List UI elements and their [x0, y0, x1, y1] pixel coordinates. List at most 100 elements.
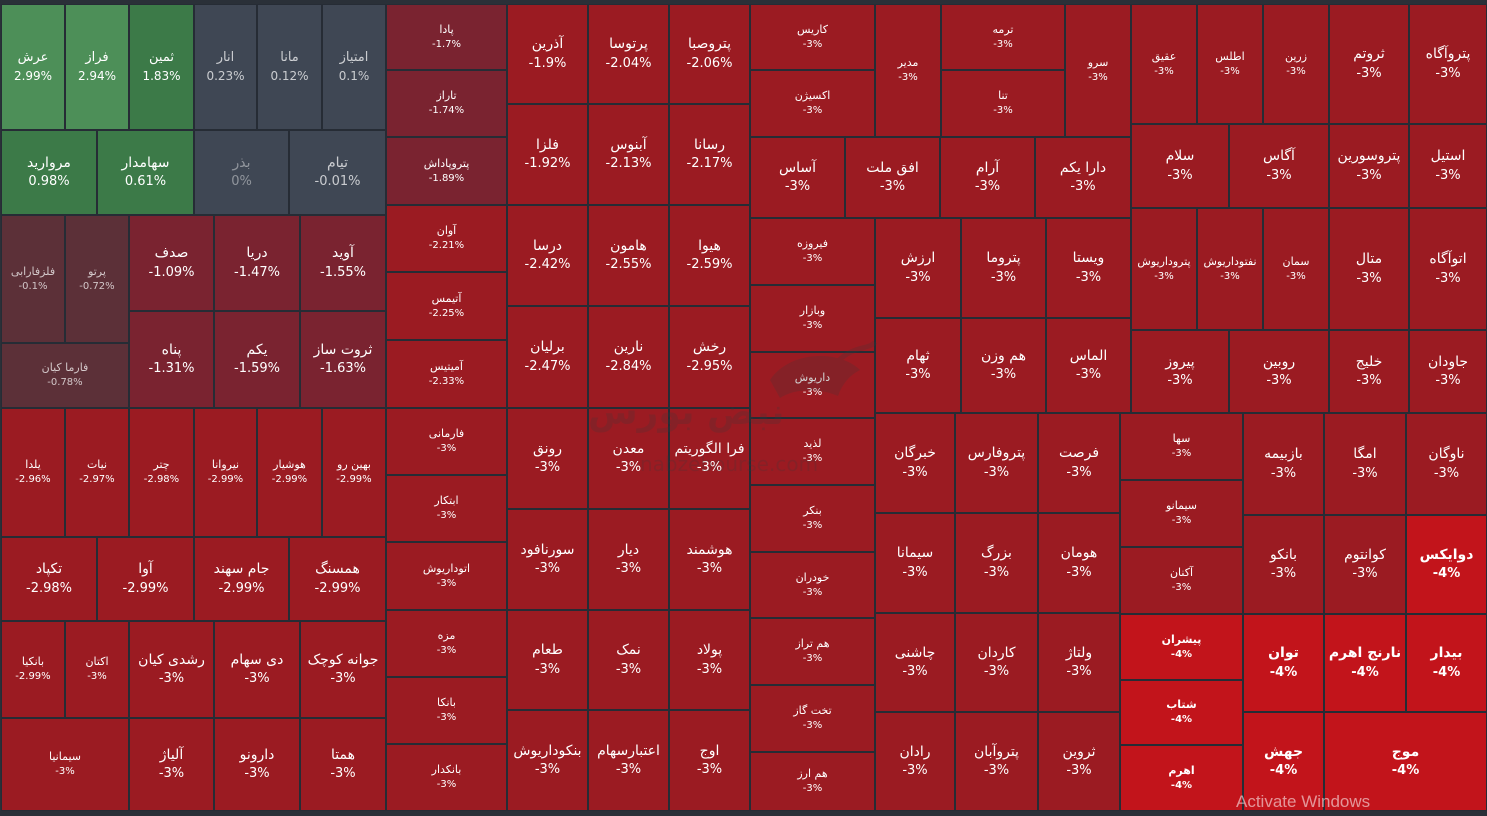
treemap-tile[interactable]: اتوآگاه -3% [1409, 208, 1487, 330]
treemap-tile[interactable]: چاشنی -3% [875, 613, 955, 712]
treemap-tile[interactable]: چتر -2.98% [129, 408, 194, 537]
treemap-tile[interactable]: پتروپاداش -1.89% [386, 137, 507, 205]
treemap-tile[interactable]: استیل -3% [1409, 124, 1487, 208]
treemap-tile[interactable]: اکتان -3% [65, 621, 129, 718]
treemap-tile[interactable]: رادان -3% [875, 712, 955, 811]
treemap-tile[interactable]: هیوا -2.59% [669, 205, 750, 306]
treemap-tile[interactable]: فرصت -3% [1038, 413, 1120, 513]
treemap-tile[interactable]: پتروصبا -2.06% [669, 4, 750, 104]
treemap-tile[interactable]: جهش -4% [1243, 712, 1324, 811]
treemap-tile[interactable]: وبازار -3% [750, 285, 875, 352]
treemap-tile[interactable]: افق ملت -3% [845, 137, 940, 218]
treemap-tile[interactable]: آرام -3% [940, 137, 1035, 218]
treemap-tile[interactable]: رسانا -2.17% [669, 104, 750, 205]
treemap-tile[interactable]: پتروسورین -3% [1329, 124, 1409, 208]
treemap-tile[interactable]: انار 0.23% [194, 4, 257, 130]
treemap-tile[interactable]: پرتو -0.72% [65, 215, 129, 343]
treemap-tile[interactable]: ثمین 1.83% [129, 4, 194, 130]
treemap-tile[interactable]: سرو -3% [1065, 4, 1131, 137]
treemap-tile[interactable]: نیروانا -2.99% [194, 408, 257, 537]
treemap-tile[interactable]: دوایکس -4% [1406, 515, 1487, 614]
treemap-tile[interactable]: نیات -2.97% [65, 408, 129, 537]
treemap-tile[interactable]: الماس -3% [1046, 318, 1131, 413]
treemap-tile[interactable]: ولتاژ -3% [1038, 613, 1120, 712]
treemap-tile[interactable]: بذر 0% [194, 130, 289, 215]
treemap-tile[interactable]: همتا -3% [300, 718, 386, 811]
treemap-tile[interactable]: اتوداریوش -3% [386, 542, 507, 610]
treemap-tile[interactable]: فراز 2.94% [65, 4, 129, 130]
treemap-tile[interactable]: توان -4% [1243, 614, 1324, 712]
treemap-tile[interactable]: بنکوداریوش -3% [507, 710, 588, 811]
treemap-tile[interactable]: آوان -2.21% [386, 205, 507, 272]
treemap-tile[interactable]: سیمانو -3% [1120, 480, 1243, 547]
treemap-tile[interactable]: پتروما -3% [961, 218, 1046, 318]
treemap-tile[interactable]: آکنان -3% [1120, 547, 1243, 614]
treemap-tile[interactable]: دریا -1.47% [214, 215, 300, 311]
treemap-tile[interactable]: ترمه -3% [941, 4, 1065, 70]
treemap-tile[interactable]: ثروین -3% [1038, 712, 1120, 811]
treemap-tile[interactable]: نارنج اهرم -4% [1324, 614, 1406, 712]
treemap-tile[interactable]: بهین رو -2.99% [322, 408, 386, 537]
treemap-tile[interactable]: پتروفارس -3% [955, 413, 1038, 513]
treemap-tile[interactable]: شتاب -4% [1120, 680, 1243, 745]
treemap-tile[interactable]: رونق -3% [507, 408, 588, 509]
treemap-tile[interactable]: ویستا -3% [1046, 218, 1131, 318]
treemap-tile[interactable]: فیروزه -3% [750, 218, 875, 285]
treemap-tile[interactable]: اکسیژن -3% [750, 70, 875, 137]
treemap-tile[interactable]: بزرگ -3% [955, 513, 1038, 613]
treemap-tile[interactable]: پتروداریوش -3% [1131, 208, 1197, 330]
treemap-tile[interactable]: هم تراز -3% [750, 618, 875, 685]
treemap-tile[interactable]: پیروز -3% [1131, 330, 1229, 413]
treemap-tile[interactable]: متال -3% [1329, 208, 1409, 330]
treemap-tile[interactable]: رشدی کیان -3% [129, 621, 214, 718]
treemap-tile[interactable]: هوشیار -2.99% [257, 408, 322, 537]
treemap-tile[interactable]: هامون -2.55% [588, 205, 669, 306]
treemap-tile[interactable]: موج -4% [1324, 712, 1487, 811]
treemap-tile[interactable]: فرا الگوریتم -3% [669, 408, 750, 509]
treemap-tile[interactable]: روبین -3% [1229, 330, 1329, 413]
treemap-tile[interactable]: هم وزن -3% [961, 318, 1046, 413]
treemap-tile[interactable]: عرش 2.99% [1, 4, 65, 130]
treemap-tile[interactable]: داریوش -3% [750, 352, 875, 418]
treemap-tile[interactable]: جام سهند -2.99% [194, 537, 289, 621]
treemap-tile[interactable]: برلیان -2.47% [507, 306, 588, 408]
treemap-tile[interactable]: دارا یکم -3% [1035, 137, 1131, 218]
treemap-tile[interactable]: آمیتیس -2.33% [386, 340, 507, 408]
treemap-tile[interactable]: پتروآگاه -3% [1409, 4, 1487, 124]
treemap-tile[interactable]: کوانتوم -3% [1324, 515, 1406, 614]
treemap-tile[interactable]: آگاس -3% [1229, 124, 1329, 208]
treemap-tile[interactable]: بانکدار -3% [386, 744, 507, 811]
treemap-tile[interactable]: جاودان -3% [1409, 330, 1487, 413]
treemap-tile[interactable]: دارونو -3% [214, 718, 300, 811]
treemap-tile[interactable]: صدف -1.09% [129, 215, 214, 311]
treemap-tile[interactable]: کاردان -3% [955, 613, 1038, 712]
treemap-tile[interactable]: آذرین -1.9% [507, 4, 588, 104]
treemap-tile[interactable]: پرتوسا -2.04% [588, 4, 669, 104]
treemap-tile[interactable]: ثهام -3% [875, 318, 961, 413]
treemap-tile[interactable]: ناوگان -3% [1406, 413, 1487, 515]
treemap-tile[interactable]: تخت گاز -3% [750, 685, 875, 752]
treemap-tile[interactable]: هوشمند -3% [669, 509, 750, 610]
treemap-tile[interactable]: آلیاژ -3% [129, 718, 214, 811]
treemap-tile[interactable]: خودران -3% [750, 552, 875, 618]
treemap-tile[interactable]: سمان -3% [1263, 208, 1329, 330]
treemap-tile[interactable]: پیشران -4% [1120, 614, 1243, 680]
treemap-tile[interactable]: دیار -3% [588, 509, 669, 610]
treemap-tile[interactable]: آوید -1.55% [300, 215, 386, 311]
treemap-tile[interactable]: پولاد -3% [669, 610, 750, 710]
treemap-tile[interactable]: مدیر -3% [875, 4, 941, 137]
treemap-tile[interactable]: تنا -3% [941, 70, 1065, 137]
treemap-tile[interactable]: کاریس -3% [750, 4, 875, 70]
treemap-tile[interactable]: هومان -3% [1038, 513, 1120, 613]
treemap-tile[interactable]: عقیق -3% [1131, 4, 1197, 124]
treemap-tile[interactable]: سیمانیا -3% [1, 718, 129, 811]
treemap-tile[interactable]: لذید -3% [750, 418, 875, 485]
treemap-tile[interactable]: سیمانا -3% [875, 513, 955, 613]
treemap-tile[interactable]: فلزا -1.92% [507, 104, 588, 205]
treemap-tile[interactable]: نفتوداریوش -3% [1197, 208, 1263, 330]
treemap-tile[interactable]: مروارید 0.98% [1, 130, 97, 215]
treemap-tile[interactable]: معدن -3% [588, 408, 669, 509]
treemap-tile[interactable]: تیام -0.01% [289, 130, 386, 215]
treemap-tile[interactable]: آساس -3% [750, 137, 845, 218]
treemap-tile[interactable]: همسنگ -2.99% [289, 537, 386, 621]
